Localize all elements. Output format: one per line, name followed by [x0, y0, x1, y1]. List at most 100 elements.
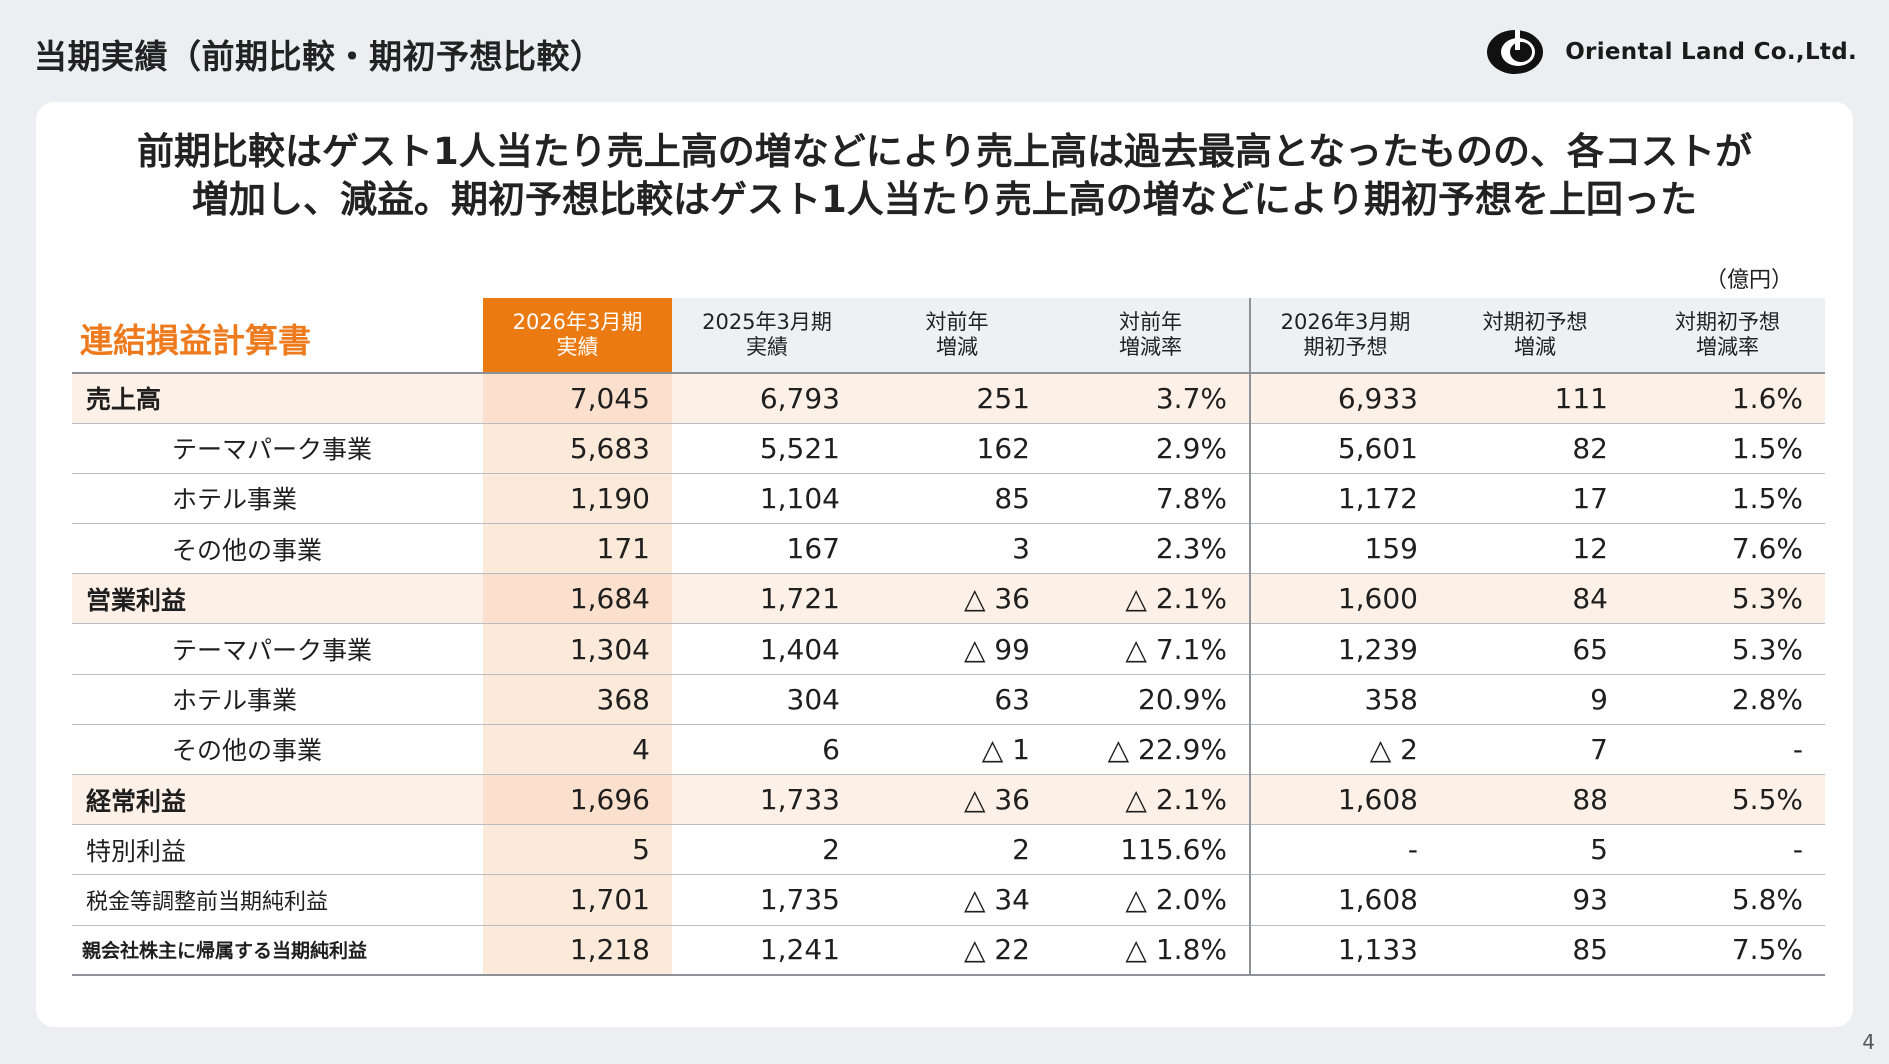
cell-value: 85	[862, 473, 1052, 525]
col-header-line: 対前年	[1119, 310, 1182, 334]
cell-value: 2.3%	[1052, 523, 1250, 575]
cell-value: △ 22.9%	[1052, 724, 1250, 776]
headline-line-1: 前期比較はゲスト1人当たり売上高の増などにより売上高は過去最高となったものの、各…	[137, 130, 1752, 173]
col-header-yoy-rate: 対前年 増減率	[1052, 298, 1250, 373]
cell-value: 7	[1440, 724, 1630, 776]
cell-value: 7,045	[483, 371, 672, 424]
row-label: 営業利益	[72, 573, 483, 625]
cell-value: 1,608	[1249, 774, 1440, 826]
cell-value: 3	[862, 523, 1052, 575]
cell-value: 6	[672, 724, 862, 776]
cell-value: 1,735	[672, 874, 862, 926]
col-header-line: 実績	[556, 335, 599, 359]
table-row: テーマパーク事業 5,683 5,521 162 2.9% 5,601 82 1…	[72, 423, 1825, 474]
cell-value: 1.5%	[1630, 473, 1825, 525]
logo-text: Oriental Land Co.,Ltd.	[1565, 39, 1857, 65]
cell-value: 1,104	[672, 473, 862, 525]
cell-value: 5.3%	[1630, 573, 1825, 625]
cell-value: △ 2.1%	[1052, 774, 1250, 826]
cell-value: 2.8%	[1630, 674, 1825, 725]
cell-value: 1,404	[672, 623, 862, 675]
table-row: その他の事業 171 167 3 2.3% 159 12 7.6%	[72, 523, 1825, 575]
col-header-forecast-rate: 対期初予想 増減率	[1630, 298, 1825, 373]
col-header-line: 増減	[936, 335, 978, 359]
col-header-line: 2026年3月期	[1280, 310, 1411, 334]
oriental-land-logo-icon	[1487, 30, 1544, 74]
cell-value: 1,701	[483, 874, 672, 926]
table-row: 特別利益 5 2 2 115.6% - 5 -	[72, 824, 1825, 876]
cell-value: 1,721	[672, 573, 862, 625]
cell-value: 3.7%	[1052, 371, 1250, 424]
cell-value: 1,239	[1249, 623, 1440, 675]
cell-value: 358	[1249, 674, 1440, 725]
cell-value: 111	[1440, 371, 1630, 424]
col-header-line: 対期初予想	[1482, 310, 1588, 334]
col-header-line: 増減率	[1119, 335, 1182, 359]
cell-value: 2	[862, 824, 1052, 876]
cell-value: △ 1.8%	[1052, 925, 1250, 977]
cell-value: △ 2	[1249, 724, 1440, 776]
row-label: その他の事業	[72, 523, 483, 575]
cell-value: 5,683	[483, 423, 672, 474]
row-label: ホテル事業	[72, 473, 483, 525]
cell-value: 6,793	[672, 371, 862, 424]
cell-value: 368	[483, 674, 672, 725]
cell-value: 5.8%	[1630, 874, 1825, 926]
cell-value: 6,933	[1249, 371, 1440, 424]
col-header-line: 実績	[746, 335, 788, 359]
row-label: 親会社株主に帰属する当期純利益	[72, 925, 483, 977]
row-label: 税金等調整前当期純利益	[72, 874, 483, 926]
cell-value: -	[1249, 824, 1440, 876]
cell-value: △ 2.0%	[1052, 874, 1250, 926]
cell-value: 1,241	[672, 925, 862, 977]
col-header-line: 対期初予想	[1675, 310, 1780, 334]
cell-value: △ 2.1%	[1052, 573, 1250, 625]
col-header-line: 対前年	[925, 310, 989, 334]
cell-value: 84	[1440, 573, 1630, 625]
col-header-line: 増減	[1514, 335, 1556, 359]
content-card: 前期比較はゲスト1人当たり売上高の増などにより売上高は過去最高となったものの、各…	[36, 102, 1853, 1027]
company-logo: Oriental Land Co.,Ltd.	[1485, 28, 1857, 76]
table-row: ホテル事業 1,190 1,104 85 7.8% 1,172 17 1.5%	[72, 473, 1825, 525]
row-label: 売上高	[72, 371, 483, 424]
cell-value: 12	[1440, 523, 1630, 575]
table-row: テーマパーク事業 1,304 1,404 △ 99 △ 7.1% 1,239 6…	[72, 623, 1825, 675]
cell-value: 1,608	[1249, 874, 1440, 926]
cell-value: 5	[483, 824, 672, 876]
cell-value: 1,304	[483, 623, 672, 675]
cell-value: 5.3%	[1630, 623, 1825, 675]
cell-value: 1.5%	[1630, 423, 1825, 474]
cell-value: 7.8%	[1052, 473, 1250, 525]
page-number: 4	[1862, 1030, 1875, 1054]
col-header-prior-actual: 2025年3月期 実績	[672, 298, 862, 373]
cell-value: 9	[1440, 674, 1630, 725]
row-label: 経常利益	[72, 774, 483, 826]
cell-value: 1,190	[483, 473, 672, 525]
cell-value: 159	[1249, 523, 1440, 575]
cell-value: 7.6%	[1630, 523, 1825, 575]
cell-value: 85	[1440, 925, 1630, 977]
cell-value: 1,133	[1249, 925, 1440, 977]
table-row: 税金等調整前当期純利益 1,701 1,735 △ 34 △ 2.0% 1,60…	[72, 874, 1825, 926]
row-label: ホテル事業	[72, 674, 483, 725]
table-header-row: 連結損益計算書 2026年3月期 実績 2025年3月期 実績 対前年 増減 対前年増…	[72, 298, 1825, 373]
cell-value: △ 99	[862, 623, 1052, 675]
cell-value: △ 1	[862, 724, 1052, 776]
headline: 前期比較はゲスト1人当たり売上高の増などにより売上高は過去最高となったものの、各…	[36, 128, 1853, 224]
col-header-line: 期初予想	[1303, 335, 1388, 359]
unit-label: （億円）	[1704, 268, 1793, 293]
cell-value: 7.5%	[1630, 925, 1825, 977]
cell-value: 2	[672, 824, 862, 876]
cell-value: 162	[862, 423, 1052, 474]
table-row-operating-income: 営業利益 1,684 1,721 △ 36 △ 2.1% 1,600 84 5.…	[72, 573, 1825, 625]
cell-value: 65	[1440, 623, 1630, 675]
cell-value: 251	[862, 371, 1052, 424]
cell-value: △ 36	[862, 774, 1052, 826]
cell-value: 4	[483, 724, 672, 776]
cell-value: 1,600	[1249, 573, 1440, 625]
cell-value: 82	[1440, 423, 1630, 474]
cell-value: 88	[1440, 774, 1630, 826]
cell-value: 5	[1440, 824, 1630, 876]
headline-line-2: 増加し、減益。期初予想比較はゲスト1人当たり売上高の増などにより期初予想を上回っ…	[191, 178, 1697, 221]
table-row-net-sales: 売上高 7,045 6,793 251 3.7% 6,933 111 1.6%	[72, 371, 1825, 424]
